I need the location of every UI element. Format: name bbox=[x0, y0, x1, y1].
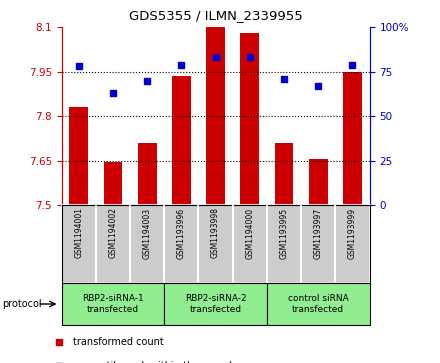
Text: GSM1193997: GSM1193997 bbox=[314, 207, 323, 258]
Point bbox=[265, 244, 272, 250]
Bar bbox=[164, 283, 267, 325]
Point bbox=[265, 29, 272, 35]
Point bbox=[143, 78, 150, 83]
Text: GSM1193995: GSM1193995 bbox=[279, 207, 289, 258]
Text: protocol: protocol bbox=[2, 299, 42, 309]
Bar bbox=[233, 205, 267, 283]
Bar bbox=[275, 143, 293, 205]
Text: RBP2-siRNA-1
transfected: RBP2-siRNA-1 transfected bbox=[82, 294, 144, 314]
Bar bbox=[198, 205, 233, 283]
Text: GSM1193999: GSM1193999 bbox=[348, 207, 357, 258]
Text: GSM1194001: GSM1194001 bbox=[74, 207, 83, 258]
Bar bbox=[62, 283, 164, 325]
Bar bbox=[240, 33, 259, 205]
Bar bbox=[335, 205, 370, 283]
Text: GSM1194003: GSM1194003 bbox=[143, 207, 152, 258]
Text: GDS5355 / ILMN_2339955: GDS5355 / ILMN_2339955 bbox=[129, 9, 302, 22]
Text: GSM1193996: GSM1193996 bbox=[177, 207, 186, 258]
Bar bbox=[301, 205, 335, 283]
Bar bbox=[70, 107, 88, 205]
Bar bbox=[96, 205, 130, 283]
Point bbox=[281, 76, 288, 82]
Bar bbox=[130, 205, 164, 283]
Bar bbox=[164, 205, 198, 283]
Bar bbox=[206, 27, 225, 205]
Point bbox=[178, 62, 185, 68]
Text: transformed count: transformed count bbox=[73, 337, 164, 347]
Bar bbox=[172, 76, 191, 205]
Bar bbox=[267, 205, 301, 283]
Point bbox=[212, 54, 219, 60]
Text: control siRNA
transfected: control siRNA transfected bbox=[288, 294, 348, 314]
Point bbox=[246, 54, 253, 60]
Text: GSM1193998: GSM1193998 bbox=[211, 207, 220, 258]
Text: percentile rank within the sample: percentile rank within the sample bbox=[73, 361, 238, 363]
Point bbox=[110, 90, 117, 96]
Text: GSM1194000: GSM1194000 bbox=[246, 207, 254, 258]
Text: GSM1194002: GSM1194002 bbox=[108, 207, 117, 258]
Bar bbox=[62, 205, 96, 283]
Point bbox=[75, 64, 82, 69]
Point bbox=[315, 83, 322, 89]
Point bbox=[349, 62, 356, 68]
Bar bbox=[309, 159, 328, 205]
Bar bbox=[138, 143, 157, 205]
Text: RBP2-siRNA-2
transfected: RBP2-siRNA-2 transfected bbox=[185, 294, 246, 314]
Bar bbox=[343, 72, 362, 205]
Bar bbox=[103, 162, 122, 205]
Bar bbox=[267, 283, 370, 325]
